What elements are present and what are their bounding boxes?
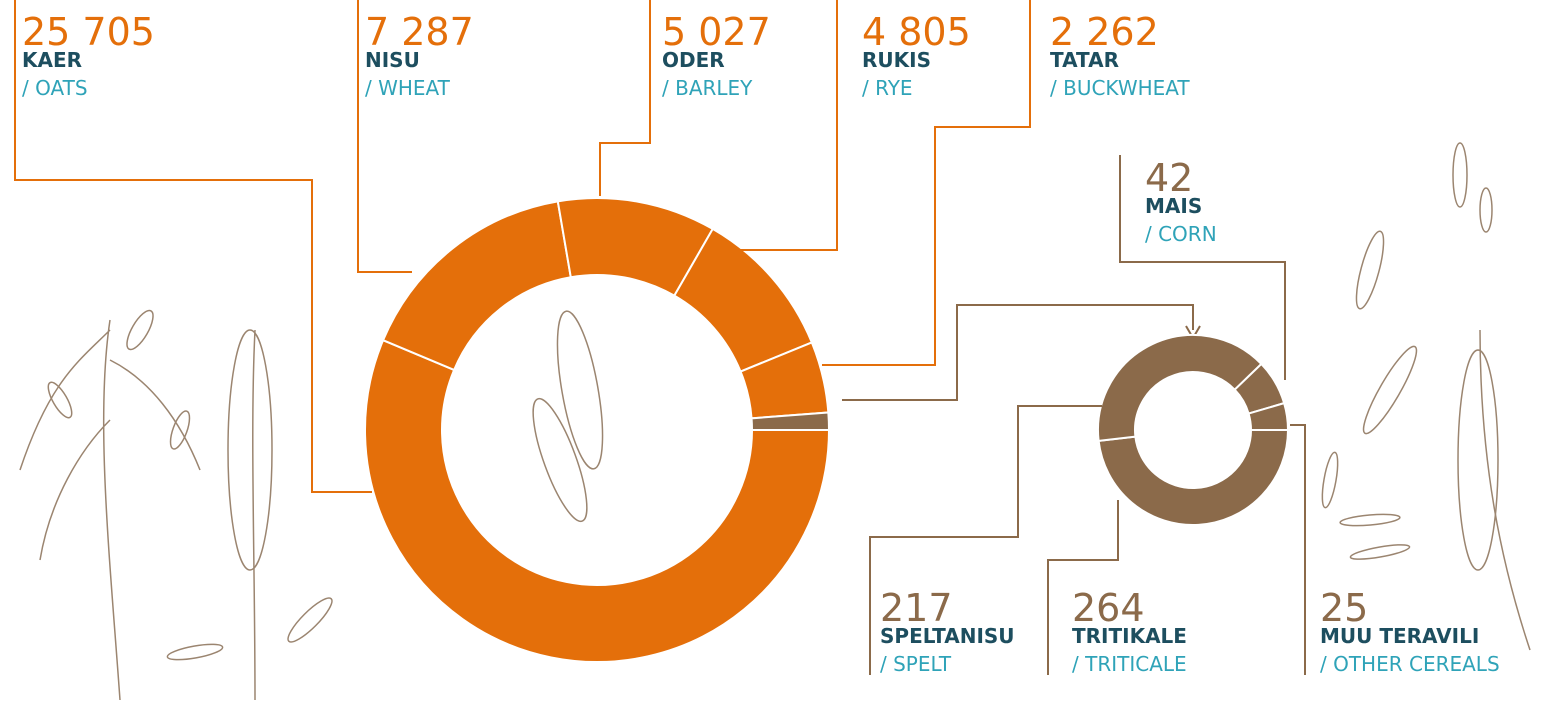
- leader-line: [822, 0, 1031, 366]
- donut-slice: [1247, 401, 1290, 431]
- category-label-en: / CORN: [1145, 222, 1217, 246]
- category-label-en: / RYE: [862, 76, 913, 100]
- category-label: NISU: [365, 48, 420, 72]
- donut-slice: [1097, 429, 1290, 527]
- value-label: 5 027: [662, 10, 771, 54]
- category-label-en: / SPELT: [880, 652, 952, 676]
- category-label-en: / WHEAT: [365, 76, 451, 100]
- value-label: 264: [1072, 586, 1145, 630]
- donut-slice: [1097, 334, 1263, 442]
- leader-line: [705, 0, 838, 251]
- value-label: 42: [1145, 156, 1193, 200]
- category-label-en: / OTHER CEREALS: [1320, 652, 1500, 676]
- connector: [842, 304, 1194, 401]
- value-label: 217: [880, 586, 953, 630]
- leader-line: [1047, 500, 1119, 675]
- leader-line: [869, 405, 1102, 675]
- value-label: 25 705: [22, 10, 155, 54]
- decoration: [19, 142, 1531, 701]
- leader-line: [357, 0, 412, 273]
- category-label: TATAR: [1050, 48, 1119, 72]
- category-label-en: / OATS: [22, 76, 88, 100]
- value-label: 4 805: [862, 10, 971, 54]
- category-label-en: / BARLEY: [662, 76, 753, 100]
- category-label-en: / BUCKWHEAT: [1050, 76, 1190, 100]
- category-label: RUKIS: [862, 48, 931, 72]
- category-label: ODER: [662, 48, 725, 72]
- category-label: KAER: [22, 48, 82, 72]
- donut-slice: [381, 200, 572, 372]
- donut-slice: [750, 411, 831, 431]
- leader-line: [1119, 155, 1286, 380]
- value-label: 2 262: [1050, 10, 1159, 54]
- leader-line: [1290, 424, 1306, 675]
- category-label: MUU TERAVILI: [1320, 624, 1479, 648]
- category-label-en: / TRITICALE: [1072, 652, 1187, 676]
- category-label: SPELTANISU: [880, 624, 1015, 648]
- value-label: 7 287: [365, 10, 474, 54]
- donut-slice: [364, 338, 831, 663]
- leader-line: [599, 0, 651, 196]
- value-label: 25: [1320, 586, 1368, 630]
- category-label: MAIS: [1145, 194, 1202, 218]
- leader-line: [14, 0, 372, 493]
- category-label: TRITIKALE: [1072, 624, 1187, 648]
